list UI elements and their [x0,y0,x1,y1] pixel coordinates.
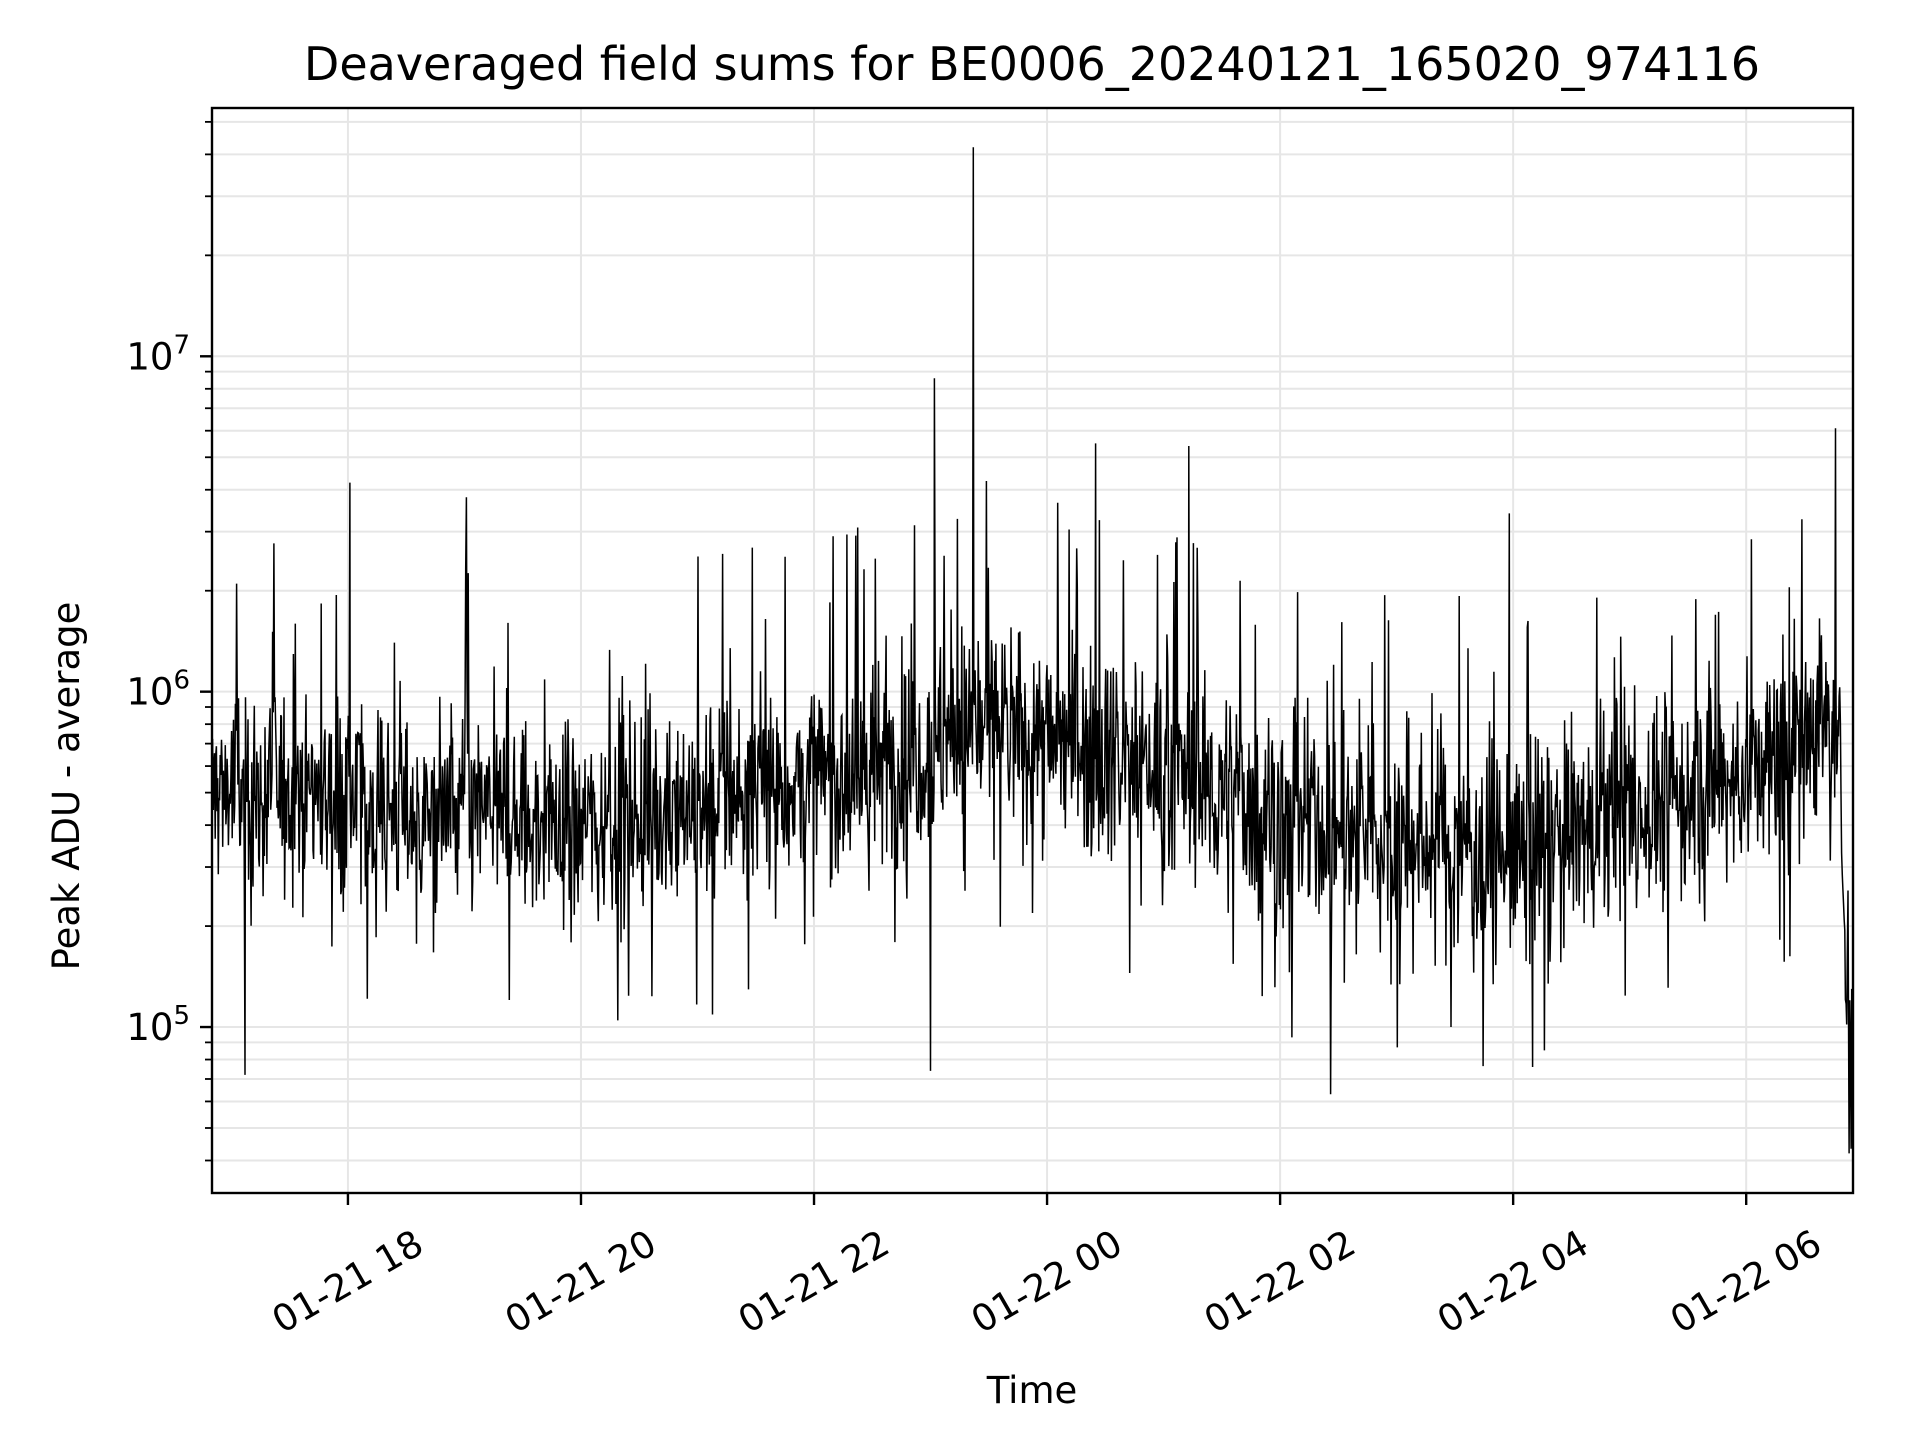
plot-area [211,147,1854,1170]
y-axis-label: Peak ADU - average [45,602,88,971]
x-axis-label: Time [986,1369,1078,1412]
y-tick-label: 107 [126,330,190,378]
y-tick-label: 106 [126,666,190,714]
plot-frame [210,106,1855,1195]
y-axis: 105 106 107 [126,120,212,1162]
y-tick-label: 105 [126,1001,190,1049]
series-line [211,147,1854,1170]
chart-title: Deaveraged field sums for BE0006_2024012… [304,37,1760,91]
